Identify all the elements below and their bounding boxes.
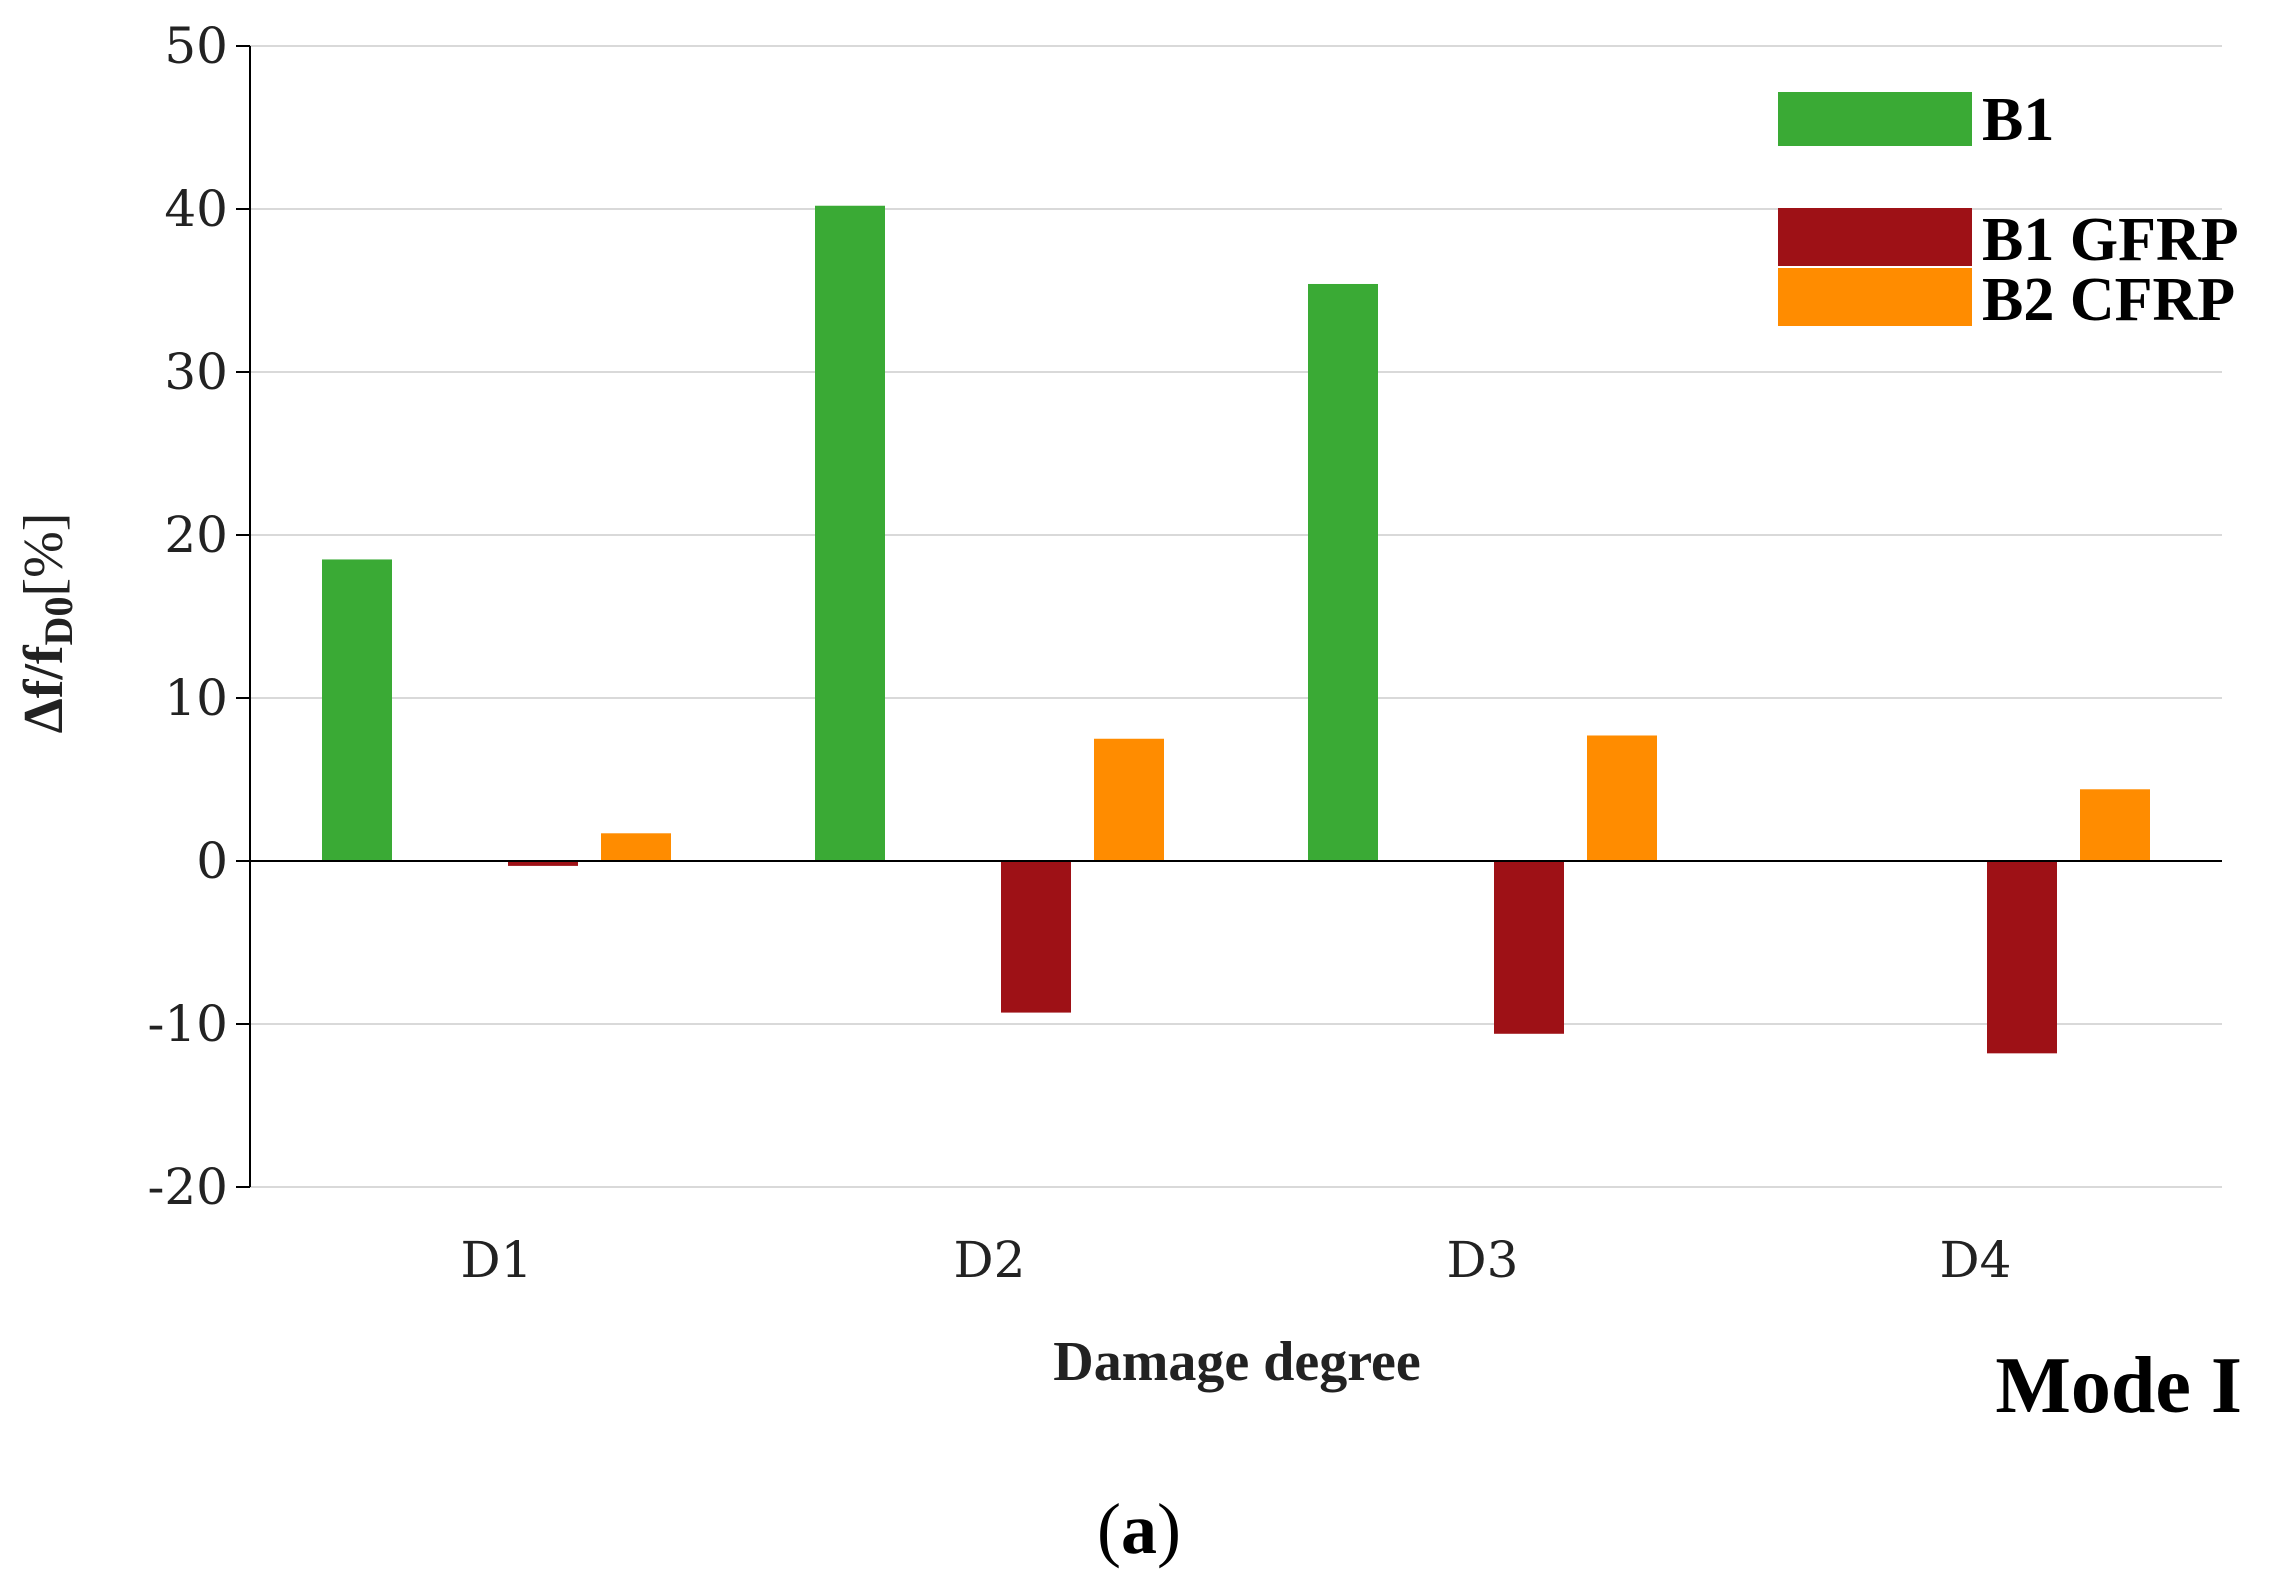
x-tick-label: D2 [954, 1231, 1026, 1289]
x-tick-label: D3 [1447, 1231, 1519, 1289]
axes [236, 45, 2222, 1188]
y-tick-label: 40 [164, 180, 228, 238]
y-tick-label: -20 [147, 1158, 228, 1216]
y-tick-label: 10 [164, 669, 228, 727]
bar-b2-cfrp-d1 [601, 833, 671, 861]
bar-b2-cfrp-d3 [1587, 735, 1657, 861]
bar-b1-gfrp-d3 [1494, 861, 1564, 1034]
legend-label-b1: B1 [1982, 86, 2054, 154]
y-tick-label: 0 [196, 832, 228, 890]
legend-swatch-b1-gfrp [1778, 208, 1972, 266]
x-tick-label: D1 [461, 1231, 533, 1289]
bar-b1-d1 [322, 559, 392, 861]
bar-b2-cfrp-d4 [2080, 789, 2150, 861]
bar-b1-gfrp-d1 [508, 861, 578, 866]
legend-swatch-b2-cfrp [1778, 268, 1972, 326]
mode-annotation: Mode I [1995, 1342, 2242, 1430]
legend-label-b2-cfrp: B2 CFRP [1982, 266, 2235, 334]
y-tick-label: 50 [164, 17, 228, 75]
bar-b1-d3 [1308, 283, 1378, 862]
bar-b1-gfrp-d2 [1001, 861, 1071, 1013]
panel-caption: (a) [1097, 1489, 1181, 1569]
x-tick-label: D4 [1940, 1231, 2012, 1289]
y-tick-label: -10 [147, 995, 228, 1053]
y-tick-label: 30 [164, 343, 228, 401]
bar-b2-cfrp-d2 [1094, 738, 1164, 861]
y-tick-labels: -20 -10 0 10 20 30 40 50 [147, 17, 228, 1216]
bars [322, 205, 2150, 1054]
y-axis-title: Δf/fD0[%] [13, 513, 81, 734]
y-tick-label: 20 [164, 506, 228, 564]
grid-lines [250, 45, 2222, 1188]
legend-swatch-b1 [1778, 92, 1972, 146]
bar-b1-gfrp-d4 [1987, 861, 2057, 1054]
x-axis-title: Damage degree [1053, 1331, 1421, 1393]
x-tick-labels: D1 D2 D3 D4 [461, 1231, 2012, 1289]
bar-b1-d2 [815, 205, 885, 862]
legend-label-b1-gfrp: B1 GFRP [1982, 206, 2239, 274]
